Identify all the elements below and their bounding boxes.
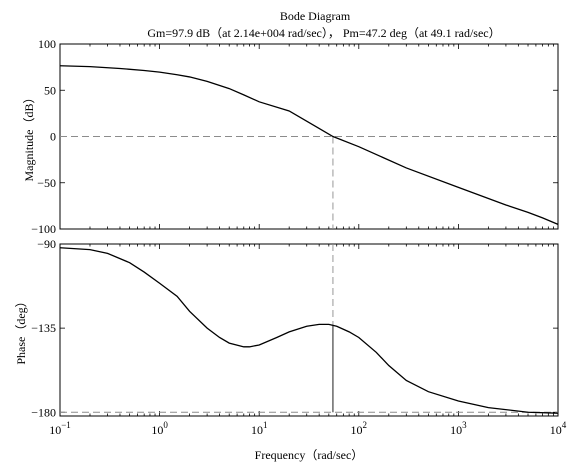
x-tick-label: 10−1 — [49, 420, 71, 437]
chart-title: Bode Diagram — [280, 9, 351, 23]
magnitude-ylabel: Magnitude（dB） — [22, 92, 36, 182]
undefined-ytick-label: −90 — [37, 237, 56, 251]
phase-ylabel: Phase（deg） — [14, 295, 28, 364]
undefined-ytick-label: 0 — [50, 130, 56, 144]
x-tick-label: 103 — [450, 420, 467, 437]
undefined-curve — [59, 65, 559, 225]
undefined-ytick-label: −180 — [31, 405, 56, 419]
magnitude-panel: 100 50 0 −50 −100 — [31, 37, 559, 236]
x-tick-label: 101 — [251, 420, 268, 437]
undefined-ytick-label: 50 — [44, 83, 56, 97]
frequency-xlabel: Frequency（rad/sec） — [255, 448, 364, 462]
undefined-ytick-label: −50 — [37, 176, 56, 190]
x-tick-label: 104 — [550, 420, 567, 437]
undefined-ytick-label: 100 — [38, 37, 56, 51]
undefined-ytick-label: −135 — [31, 321, 56, 335]
x-tick-label: 102 — [351, 420, 368, 437]
x-tick-label: 100 — [151, 420, 168, 437]
chart-subtitle: Gm=97.9 dB（at 2.14e+004 rad/sec）， Pm=47.… — [147, 26, 500, 40]
undefined-ytick-label: −100 — [31, 222, 56, 236]
phase-axes-frame — [59, 243, 559, 417]
undefined-curve — [59, 247, 559, 414]
